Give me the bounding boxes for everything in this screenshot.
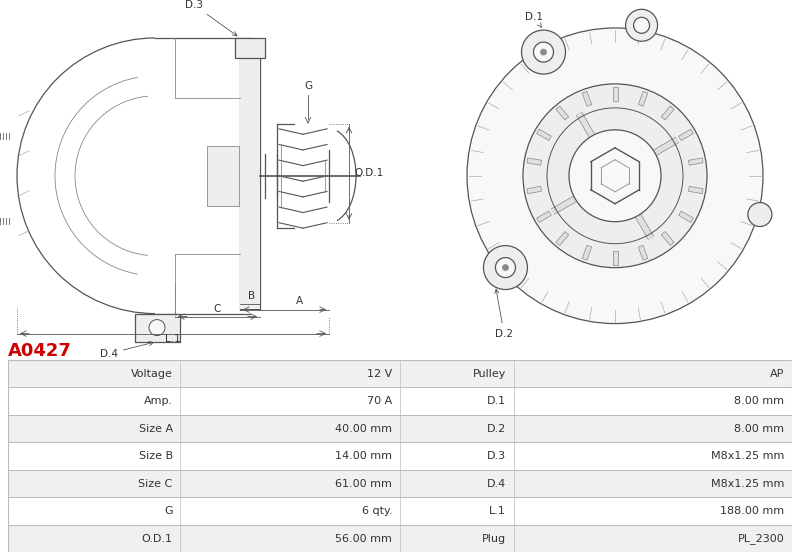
Polygon shape	[678, 129, 694, 141]
Text: D.3: D.3	[486, 451, 506, 461]
Text: A0427: A0427	[8, 343, 72, 360]
Text: Plug: Plug	[482, 533, 506, 543]
Text: 56.00 mm: 56.00 mm	[335, 533, 392, 543]
Text: Size B: Size B	[138, 451, 173, 461]
Text: Size C: Size C	[138, 479, 173, 489]
Text: D.2: D.2	[486, 424, 506, 434]
Polygon shape	[582, 246, 592, 260]
Text: C: C	[214, 304, 221, 314]
Circle shape	[495, 258, 515, 277]
Circle shape	[626, 9, 658, 41]
Polygon shape	[527, 186, 542, 194]
Polygon shape	[537, 129, 551, 141]
Polygon shape	[537, 211, 551, 223]
Text: 8.00 mm: 8.00 mm	[734, 396, 784, 406]
Text: 40.00 mm: 40.00 mm	[335, 424, 392, 434]
Text: M8x1.25 mm: M8x1.25 mm	[710, 451, 784, 461]
Text: Voltage: Voltage	[130, 369, 173, 379]
Text: 6 qty.: 6 qty.	[362, 506, 392, 516]
Text: AP: AP	[770, 369, 784, 379]
Text: D.1: D.1	[486, 396, 506, 406]
Text: 12 V: 12 V	[367, 369, 392, 379]
Polygon shape	[613, 251, 618, 264]
Bar	[135, 314, 180, 341]
Circle shape	[748, 203, 772, 227]
Bar	[8, 387, 792, 415]
Circle shape	[502, 264, 509, 271]
Bar	[8, 360, 792, 387]
Circle shape	[483, 246, 527, 290]
Polygon shape	[556, 106, 569, 120]
Polygon shape	[527, 158, 542, 165]
Polygon shape	[582, 92, 592, 106]
Text: G: G	[304, 81, 312, 91]
Circle shape	[534, 42, 554, 62]
Text: D.1: D.1	[525, 12, 543, 27]
Polygon shape	[662, 232, 674, 246]
Circle shape	[467, 28, 763, 324]
Bar	[235, 38, 265, 58]
Text: PL_2300: PL_2300	[738, 533, 784, 544]
Text: 61.00 mm: 61.00 mm	[335, 479, 392, 489]
Text: D.4: D.4	[486, 479, 506, 489]
Text: O.D.1: O.D.1	[354, 169, 383, 178]
Bar	[240, 43, 260, 309]
Text: G: G	[164, 506, 173, 516]
Text: Pulley: Pulley	[473, 369, 506, 379]
Circle shape	[569, 130, 661, 222]
Polygon shape	[689, 158, 703, 165]
Text: Size A: Size A	[138, 424, 173, 434]
Polygon shape	[613, 87, 618, 101]
Text: M8x1.25 mm: M8x1.25 mm	[710, 479, 784, 489]
Bar	[8, 497, 792, 525]
Polygon shape	[638, 246, 648, 260]
Text: 14.00 mm: 14.00 mm	[335, 451, 392, 461]
Text: D.2: D.2	[494, 289, 513, 339]
Text: Amp.: Amp.	[143, 396, 173, 406]
Text: L.1: L.1	[489, 506, 506, 516]
Circle shape	[541, 49, 546, 55]
Bar	[8, 442, 792, 470]
Text: B: B	[249, 291, 255, 301]
Polygon shape	[662, 106, 674, 120]
Text: 188.00 mm: 188.00 mm	[720, 506, 784, 516]
Circle shape	[149, 320, 165, 335]
Polygon shape	[678, 211, 694, 223]
Polygon shape	[638, 92, 648, 106]
Text: D.4: D.4	[100, 341, 154, 359]
Circle shape	[523, 84, 707, 268]
Circle shape	[634, 17, 650, 33]
Bar	[8, 525, 792, 552]
Text: D.3: D.3	[185, 0, 237, 36]
Circle shape	[522, 30, 566, 74]
Text: 70 A: 70 A	[367, 396, 392, 406]
Bar	[8, 415, 792, 442]
Bar	[207, 146, 239, 206]
Bar	[8, 470, 792, 497]
Polygon shape	[556, 232, 569, 246]
Polygon shape	[689, 186, 703, 194]
Text: 8.00 mm: 8.00 mm	[734, 424, 784, 434]
Text: O.D.1: O.D.1	[142, 533, 173, 543]
Text: A: A	[296, 296, 303, 306]
Text: L.1: L.1	[165, 334, 181, 344]
